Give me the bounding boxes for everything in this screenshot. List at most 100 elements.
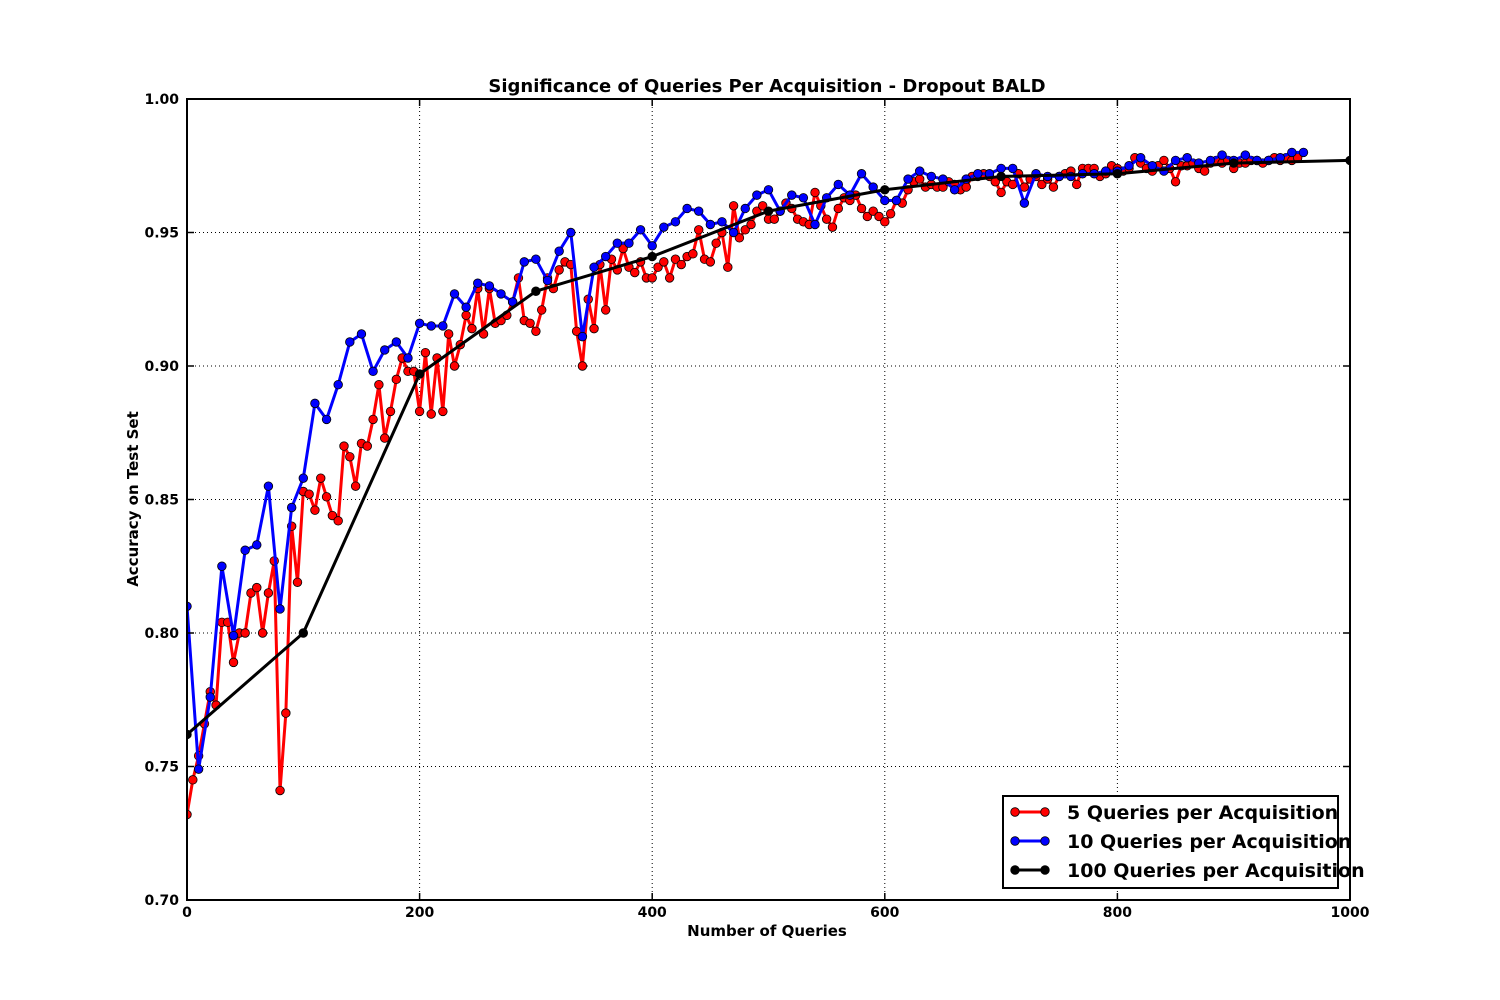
data-point xyxy=(757,201,768,211)
y-tick-label: 0.95 xyxy=(144,226,179,242)
data-point xyxy=(647,251,657,262)
data-point xyxy=(240,628,250,638)
data-point xyxy=(467,323,477,334)
data-point xyxy=(374,379,384,390)
data-point xyxy=(670,217,681,227)
data-point xyxy=(612,238,623,248)
data-point xyxy=(577,331,588,342)
data-point xyxy=(769,214,780,224)
data-point xyxy=(659,222,669,232)
data-point xyxy=(734,233,745,243)
data-point xyxy=(263,588,274,598)
legend-box xyxy=(1002,795,1339,889)
data-point xyxy=(438,406,448,417)
data-point xyxy=(339,441,349,451)
data-point xyxy=(345,337,355,347)
data-point xyxy=(310,398,320,409)
data-point xyxy=(321,492,332,502)
data-point xyxy=(1112,169,1123,179)
data-point xyxy=(275,604,285,614)
data-point xyxy=(228,630,239,641)
data-point xyxy=(414,369,425,379)
x-axis-label: Number of Queries xyxy=(687,922,847,940)
legend: 5 Queries per Acquisition 10 Queries per … xyxy=(1002,795,1365,889)
data-point xyxy=(752,190,762,200)
data-point xyxy=(676,259,686,270)
data-point xyxy=(414,406,425,417)
data-point xyxy=(589,262,599,272)
data-point xyxy=(664,273,675,283)
data-point xyxy=(688,249,698,259)
data-point xyxy=(298,473,309,483)
data-point xyxy=(525,318,535,328)
data-point xyxy=(653,262,663,272)
data-point xyxy=(600,305,611,315)
data-point xyxy=(438,321,448,331)
data-point xyxy=(949,185,960,195)
data-point xyxy=(420,347,431,358)
y-axis-label: Accuracy on Test Set xyxy=(124,411,142,587)
data-point xyxy=(624,238,634,248)
data-point xyxy=(1159,155,1169,166)
data-point xyxy=(914,174,925,184)
data-point xyxy=(810,187,820,198)
data-point xyxy=(345,452,355,462)
data-point xyxy=(443,329,454,339)
data-point xyxy=(321,414,332,425)
data-point xyxy=(554,265,564,275)
data-point xyxy=(891,195,902,206)
legend-entry: 10 Queries per Acquisition xyxy=(1010,831,1351,853)
data-point xyxy=(880,217,890,227)
data-point xyxy=(228,657,239,668)
data-point xyxy=(385,406,396,417)
x-tick-label: 600 xyxy=(870,905,899,921)
data-point xyxy=(193,764,204,774)
data-point xyxy=(252,582,262,593)
data-point xyxy=(380,433,390,443)
data-point xyxy=(996,163,1006,174)
data-point xyxy=(252,540,262,550)
data-point xyxy=(1205,155,1216,166)
data-point xyxy=(961,182,971,192)
data-point xyxy=(426,321,436,331)
data-point xyxy=(414,318,425,328)
data-point xyxy=(903,174,913,184)
data-point xyxy=(187,809,192,820)
data-point xyxy=(286,502,297,513)
data-point xyxy=(763,185,774,195)
data-point xyxy=(996,187,1006,198)
data-point xyxy=(1170,155,1181,166)
data-point xyxy=(1199,166,1210,176)
legend-entry: 100 Queries per Acquisition xyxy=(1010,860,1365,882)
x-tick-label: 800 xyxy=(1103,905,1132,921)
data-point xyxy=(868,206,878,216)
data-point xyxy=(1170,177,1181,187)
data-point xyxy=(391,374,402,385)
data-point xyxy=(449,289,460,299)
data-point xyxy=(531,286,541,296)
data-point xyxy=(240,545,250,555)
data-point xyxy=(630,267,640,278)
data-point xyxy=(1019,198,1030,208)
data-point xyxy=(682,203,692,214)
data-point xyxy=(996,171,1006,182)
data-point xyxy=(740,203,750,214)
data-point xyxy=(787,190,797,200)
data-point xyxy=(327,510,338,521)
data-point xyxy=(600,251,611,262)
data-point xyxy=(1008,163,1018,174)
data-point xyxy=(885,209,896,219)
y-tick-label: 0.80 xyxy=(144,626,179,642)
axis-ticks: 0 200 400 600 800 1000 0.70 0.75 0.80 0.85 0.90 0.9… xyxy=(144,92,1369,921)
data-point xyxy=(728,227,739,238)
data-point xyxy=(368,366,378,377)
data-point xyxy=(589,323,599,334)
data-point xyxy=(304,489,314,499)
data-point xyxy=(728,201,739,211)
legend-label: 10 Queries per Acquisition xyxy=(1067,831,1351,853)
legend-marker xyxy=(1010,865,1020,875)
legend-marker xyxy=(1040,865,1050,875)
data-point xyxy=(356,329,367,339)
data-point xyxy=(746,219,756,230)
